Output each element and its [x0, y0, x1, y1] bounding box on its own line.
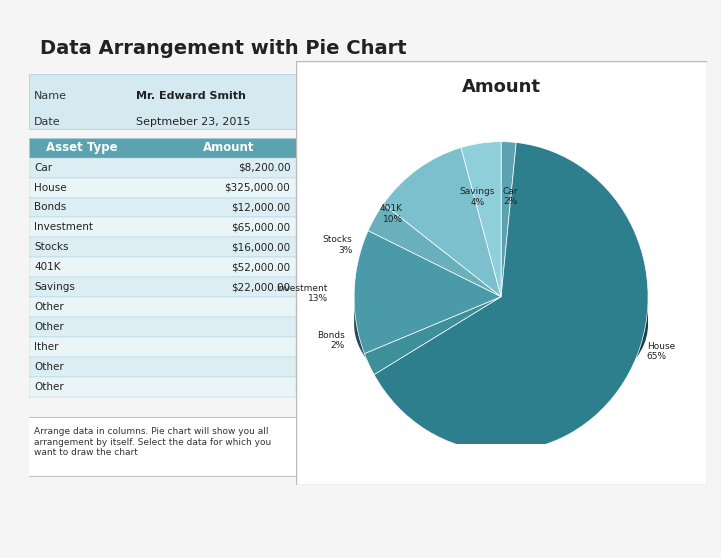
- FancyBboxPatch shape: [29, 297, 296, 317]
- Wedge shape: [461, 142, 501, 297]
- FancyBboxPatch shape: [29, 337, 296, 357]
- Text: $65,000.00: $65,000.00: [231, 223, 291, 233]
- Wedge shape: [364, 297, 501, 374]
- Text: Bonds: Bonds: [34, 203, 66, 213]
- Wedge shape: [374, 142, 648, 451]
- PathPatch shape: [364, 328, 374, 367]
- Text: Car: Car: [34, 162, 53, 172]
- FancyBboxPatch shape: [29, 277, 296, 297]
- PathPatch shape: [354, 297, 364, 356]
- Text: Amount: Amount: [203, 141, 255, 154]
- FancyBboxPatch shape: [29, 138, 296, 158]
- Text: Bonds
2%: Bonds 2%: [317, 331, 345, 350]
- Text: 401K: 401K: [34, 262, 61, 272]
- Text: Other: Other: [34, 362, 64, 372]
- Text: Date: Date: [34, 117, 61, 127]
- PathPatch shape: [374, 300, 648, 410]
- Text: Septmeber 23, 2015: Septmeber 23, 2015: [136, 117, 250, 127]
- Text: Name: Name: [34, 91, 67, 101]
- FancyBboxPatch shape: [29, 377, 296, 397]
- FancyBboxPatch shape: [29, 257, 296, 277]
- FancyBboxPatch shape: [296, 61, 707, 485]
- FancyBboxPatch shape: [29, 177, 296, 198]
- Wedge shape: [384, 147, 501, 297]
- FancyBboxPatch shape: [29, 218, 296, 237]
- Text: Other: Other: [34, 382, 64, 392]
- FancyBboxPatch shape: [29, 317, 296, 337]
- Text: $12,000.00: $12,000.00: [231, 203, 291, 213]
- FancyBboxPatch shape: [26, 417, 298, 476]
- Text: Investment
13%: Investment 13%: [276, 284, 328, 303]
- Text: $16,000.00: $16,000.00: [231, 242, 291, 252]
- Text: $8,200.00: $8,200.00: [238, 162, 291, 172]
- Text: House: House: [34, 182, 67, 193]
- Text: $22,000.00: $22,000.00: [231, 282, 291, 292]
- Text: Ither: Ither: [34, 342, 58, 352]
- Text: Car
2%: Car 2%: [503, 186, 518, 206]
- Text: Mr. Edward Smith: Mr. Edward Smith: [136, 91, 245, 101]
- Wedge shape: [354, 230, 501, 354]
- Wedge shape: [501, 142, 516, 297]
- Text: Arrange data in columns. Pie chart will show you all
arrangement by itself. Sele: Arrange data in columns. Pie chart will …: [34, 427, 271, 457]
- Text: House
65%: House 65%: [647, 341, 675, 361]
- Wedge shape: [368, 204, 501, 297]
- FancyBboxPatch shape: [29, 74, 296, 129]
- Text: Savings: Savings: [34, 282, 75, 292]
- FancyBboxPatch shape: [29, 357, 296, 377]
- Text: Other: Other: [34, 302, 64, 312]
- Text: Investment: Investment: [34, 223, 93, 233]
- FancyBboxPatch shape: [29, 198, 296, 218]
- Text: $52,000.00: $52,000.00: [231, 262, 291, 272]
- Text: Asset Type: Asset Type: [46, 141, 118, 154]
- Text: $325,000.00: $325,000.00: [224, 182, 291, 193]
- Text: Stocks
3%: Stocks 3%: [323, 235, 353, 254]
- FancyBboxPatch shape: [29, 158, 296, 177]
- FancyBboxPatch shape: [29, 237, 296, 257]
- Text: Savings
4%: Savings 4%: [459, 187, 495, 206]
- Text: 401K
10%: 401K 10%: [380, 204, 403, 224]
- Text: Data Arrangement with Pie Chart: Data Arrangement with Pie Chart: [40, 39, 406, 58]
- Text: Other: Other: [34, 322, 64, 332]
- Text: Stocks: Stocks: [34, 242, 68, 252]
- Title: Amount: Amount: [461, 78, 541, 96]
